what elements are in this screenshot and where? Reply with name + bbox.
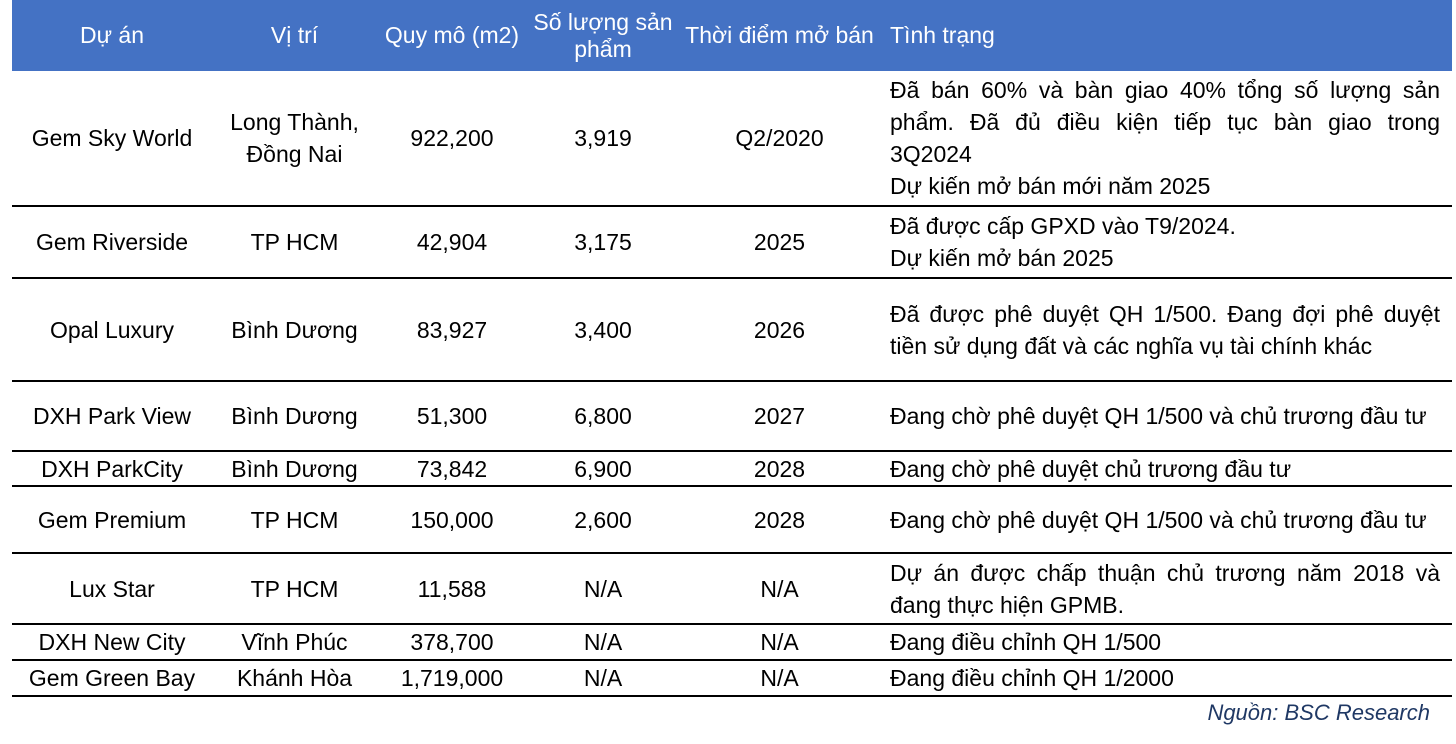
table-row: DXH New City Vĩnh Phúc 378,700 N/A N/A Đ… xyxy=(12,624,1452,661)
header-units: Số lượng sản phẩm xyxy=(527,0,679,71)
table-row: Gem Green Bay Khánh Hòa 1,719,000 N/A N/… xyxy=(12,660,1452,697)
project-location: Bình Dương xyxy=(212,278,377,382)
project-scale: 922,200 xyxy=(377,71,527,207)
project-location: TP HCM xyxy=(212,486,377,554)
project-scale: 51,300 xyxy=(377,381,527,452)
project-launch: 2025 xyxy=(679,206,880,279)
table-row: DXH ParkCity Bình Dương 73,842 6,900 202… xyxy=(12,451,1452,487)
project-name: DXH New City xyxy=(12,624,212,661)
project-name: Gem Riverside xyxy=(12,206,212,279)
source-note: Nguồn: BSC Research xyxy=(1207,700,1430,725)
project-units: 6,800 xyxy=(527,381,679,452)
project-launch: N/A xyxy=(679,660,880,697)
project-location: Bình Dương xyxy=(212,451,377,487)
status-line: Dự kiến mở bán 2025 xyxy=(890,245,1114,271)
table-row: Opal Luxury Bình Dương 83,927 3,400 2026… xyxy=(12,278,1452,382)
project-name: Gem Premium xyxy=(12,486,212,554)
table-row: Gem Premium TP HCM 150,000 2,600 2028 Đa… xyxy=(12,486,1452,554)
project-name: DXH ParkCity xyxy=(12,451,212,487)
status-line: Đang chờ phê duyệt QH 1/500 và chủ trươn… xyxy=(890,403,1427,429)
project-location: Long Thành, Đồng Nai xyxy=(212,71,377,207)
project-location: TP HCM xyxy=(212,206,377,279)
project-status: Đang chờ phê duyệt QH 1/500 và chủ trươn… xyxy=(880,381,1452,452)
project-location: Khánh Hòa xyxy=(212,660,377,697)
project-scale: 11,588 xyxy=(377,553,527,625)
project-status: Đã bán 60% và bàn giao 40% tổng số lượng… xyxy=(880,71,1452,207)
project-units: 3,175 xyxy=(527,206,679,279)
project-launch: 2026 xyxy=(679,278,880,382)
status-line: Đã được cấp GPXD vào T9/2024. xyxy=(890,213,1236,239)
status-line: Đang chờ phê duyệt QH 1/500 và chủ trươn… xyxy=(890,506,1427,533)
table-row: Gem Sky World Long Thành, Đồng Nai 922,2… xyxy=(12,71,1452,207)
project-status: Đã được cấp GPXD vào T9/2024. Dự kiến mở… xyxy=(880,206,1452,279)
project-location: Bình Dương xyxy=(212,381,377,452)
table-row: DXH Park View Bình Dương 51,300 6,800 20… xyxy=(12,381,1452,452)
status-line: Đã được phê duyệt QH 1/500. Đang đợi phê… xyxy=(890,300,1440,359)
project-status: Đang điều chỉnh QH 1/500 xyxy=(880,624,1452,661)
project-units: 3,400 xyxy=(527,278,679,382)
project-scale: 83,927 xyxy=(377,278,527,382)
project-units: N/A xyxy=(527,553,679,625)
header-row: Dự án Vị trí Quy mô (m2) Số lượng sản ph… xyxy=(12,0,1452,71)
project-scale: 42,904 xyxy=(377,206,527,279)
header-status: Tình trạng xyxy=(880,0,1452,71)
project-status: Đang điều chỉnh QH 1/2000 xyxy=(880,660,1452,697)
project-scale: 73,842 xyxy=(377,451,527,487)
project-units: 2,600 xyxy=(527,486,679,554)
status-line: Dự kiến mở bán mới năm 2025 xyxy=(890,173,1211,199)
status-line: Đang chờ phê duyệt chủ trương đầu tư xyxy=(890,455,1292,482)
status-line: Đã bán 60% và bàn giao 40% tổng số lượng… xyxy=(890,77,1440,167)
header-project: Dự án xyxy=(12,0,212,71)
project-name: Opal Luxury xyxy=(12,278,212,382)
project-name: Lux Star xyxy=(12,553,212,625)
status-line: Đang điều chỉnh QH 1/500 xyxy=(890,629,1162,655)
project-units: 3,919 xyxy=(527,71,679,207)
project-status: Đã được phê duyệt QH 1/500. Đang đợi phê… xyxy=(880,278,1452,382)
project-status: Đang chờ phê duyệt QH 1/500 và chủ trươn… xyxy=(880,486,1452,554)
project-units: N/A xyxy=(527,624,679,661)
project-table-container: Dự án Vị trí Quy mô (m2) Số lượng sản ph… xyxy=(12,0,1452,697)
status-line: Dự án được chấp thuận chủ trương năm 201… xyxy=(890,559,1440,618)
project-table: Dự án Vị trí Quy mô (m2) Số lượng sản ph… xyxy=(12,0,1452,697)
project-launch: 2028 xyxy=(679,451,880,487)
header-location: Vị trí xyxy=(212,0,377,71)
project-units: 6,900 xyxy=(527,451,679,487)
project-scale: 378,700 xyxy=(377,624,527,661)
project-launch: 2027 xyxy=(679,381,880,452)
table-row: Gem Riverside TP HCM 42,904 3,175 2025 Đ… xyxy=(12,206,1452,279)
project-name: DXH Park View xyxy=(12,381,212,452)
project-scale: 1,719,000 xyxy=(377,660,527,697)
project-status: Dự án được chấp thuận chủ trương năm 201… xyxy=(880,553,1452,625)
table-header: Dự án Vị trí Quy mô (m2) Số lượng sản ph… xyxy=(12,0,1452,71)
project-launch: Q2/2020 xyxy=(679,71,880,207)
project-status: Đang chờ phê duyệt chủ trương đầu tư xyxy=(880,451,1452,487)
table-row: Lux Star TP HCM 11,588 N/A N/A Dự án đượ… xyxy=(12,553,1452,625)
project-launch: N/A xyxy=(679,553,880,625)
header-scale: Quy mô (m2) xyxy=(377,0,527,71)
project-location: Vĩnh Phúc xyxy=(212,624,377,661)
project-launch: 2028 xyxy=(679,486,880,554)
status-line: Đang điều chỉnh QH 1/2000 xyxy=(890,665,1174,691)
project-location: TP HCM xyxy=(212,553,377,625)
project-name: Gem Green Bay xyxy=(12,660,212,697)
table-body: Gem Sky World Long Thành, Đồng Nai 922,2… xyxy=(12,71,1452,697)
project-launch: N/A xyxy=(679,624,880,661)
project-scale: 150,000 xyxy=(377,486,527,554)
project-name: Gem Sky World xyxy=(12,71,212,207)
project-units: N/A xyxy=(527,660,679,697)
header-launch: Thời điểm mở bán xyxy=(679,0,880,71)
